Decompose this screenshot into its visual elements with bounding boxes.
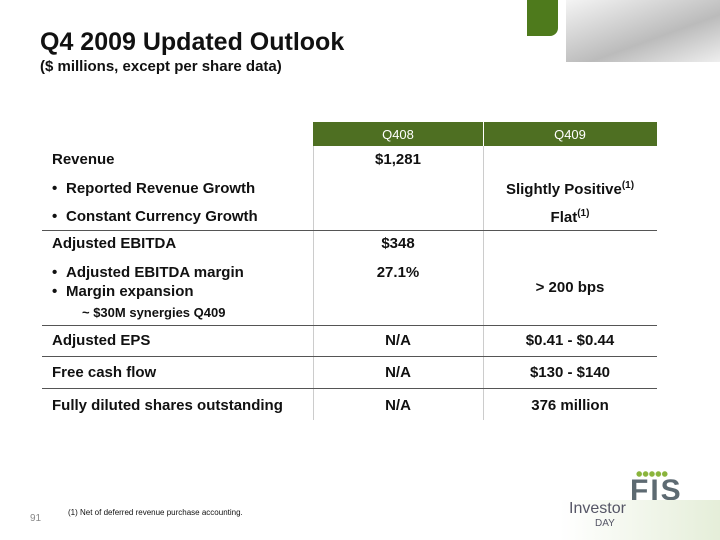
row-label: Margin expansion xyxy=(66,283,194,300)
cell: $0.41 - $0.44 xyxy=(525,332,615,349)
cell: > 200 bps xyxy=(535,279,605,296)
cell-text: Flat xyxy=(550,209,578,226)
footnote: (1) Net of deferred revenue purchase acc… xyxy=(68,508,243,517)
bullet: • xyxy=(52,180,58,197)
footnote-ref: (1) xyxy=(621,180,635,191)
deco-green xyxy=(527,0,558,36)
logo-dots xyxy=(636,471,668,477)
badge-top: Investor xyxy=(569,500,626,517)
footnote-ref: (1) xyxy=(577,208,590,219)
row-label: Constant Currency Growth xyxy=(66,208,258,225)
title: Q4 2009 Updated Outlook xyxy=(40,28,345,56)
cell: Flat(1) xyxy=(483,208,657,226)
row-label: Fully diluted shares outstanding xyxy=(52,397,283,414)
row-label: Reported Revenue Growth xyxy=(66,180,256,197)
cell: $130 - $140 xyxy=(529,364,611,381)
header-divider xyxy=(483,122,484,146)
cell: $348 xyxy=(381,235,415,252)
row-line xyxy=(42,230,657,231)
column-header: Q409 xyxy=(554,127,586,142)
cell: 27.1% xyxy=(376,264,420,281)
row-label: Free cash flow xyxy=(52,364,157,381)
row-line xyxy=(42,388,657,389)
column-divider xyxy=(313,146,314,420)
column-header: Q408 xyxy=(382,127,414,142)
badge xyxy=(560,500,720,540)
header-row xyxy=(313,122,657,146)
bullet: • xyxy=(52,264,58,281)
row-label: Adjusted EPS xyxy=(52,332,151,349)
cell: N/A xyxy=(385,332,411,349)
cell: N/A xyxy=(385,364,411,381)
column-divider xyxy=(483,146,484,420)
deco-photo xyxy=(566,0,720,62)
bullet: • xyxy=(52,283,58,300)
cell: Slightly Positive(1) xyxy=(483,180,657,198)
cell: 376 million xyxy=(531,397,609,414)
cell-text: Slightly Positive xyxy=(505,181,622,198)
row-sublabel: ~ $30M synergies Q409 xyxy=(82,305,226,320)
cell: N/A xyxy=(385,397,411,414)
subtitle: ($ millions, except per share data) xyxy=(40,58,282,75)
row-line xyxy=(42,325,657,326)
row-label: Adjusted EBITDA xyxy=(52,235,177,252)
page-number: 91 xyxy=(30,513,42,524)
row-label: Revenue xyxy=(52,151,115,168)
cell: $1,281 xyxy=(375,151,421,168)
row-line xyxy=(42,356,657,357)
bullet: • xyxy=(52,208,58,225)
row-label: Adjusted EBITDA margin xyxy=(66,264,244,281)
badge-bottom: DAY xyxy=(595,518,615,529)
